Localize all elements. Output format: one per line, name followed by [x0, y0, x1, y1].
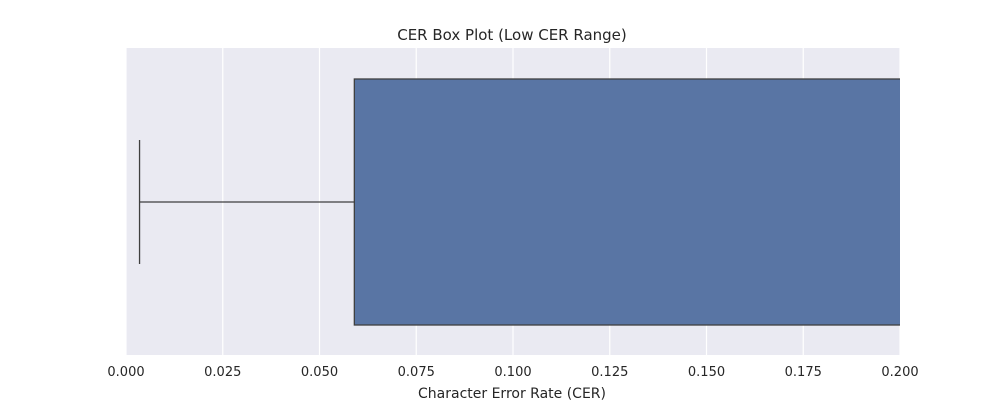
x-axis-label: Character Error Rate (CER) — [418, 386, 606, 400]
x-tick-label: 0.150 — [688, 365, 725, 380]
x-tick-label: 0.125 — [591, 365, 628, 380]
x-tick-label: 0.200 — [881, 365, 918, 380]
box-group — [138, 78, 900, 326]
x-tick-label: 0.100 — [494, 365, 531, 380]
chart-title: CER Box Plot (Low CER Range) — [397, 26, 627, 44]
box-plot — [138, 78, 900, 326]
x-tick-label: 0.075 — [398, 365, 435, 380]
x-tick-label: 0.000 — [107, 365, 144, 380]
x-tick-label: 0.050 — [301, 365, 338, 380]
x-tick-label: 0.025 — [204, 365, 241, 380]
iqr-box — [353, 78, 900, 326]
x-tick-label: 0.175 — [785, 365, 822, 380]
x-tick-labels: 0.000 0.025 0.050 0.075 0.100 0.125 0.150 0.175… — [107, 365, 918, 380]
